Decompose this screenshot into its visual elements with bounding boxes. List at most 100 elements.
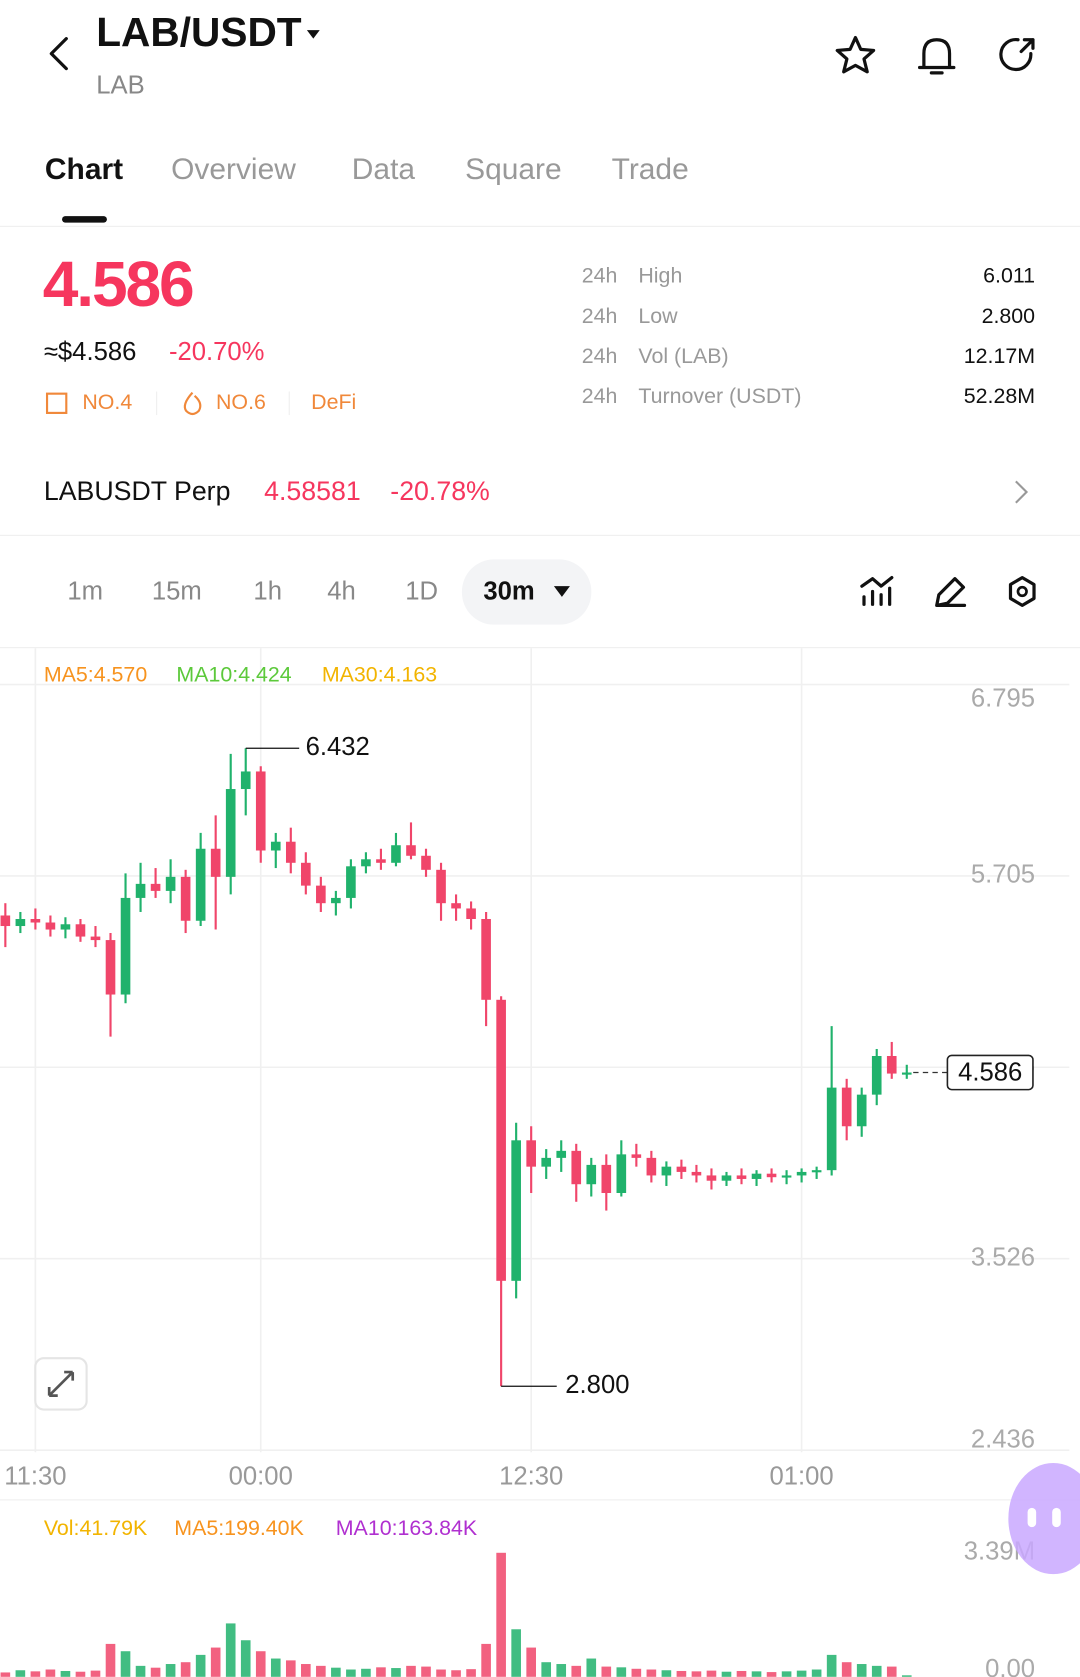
volume-bar [466, 1669, 476, 1677]
indicator-label: MA5:199.40K [174, 1516, 304, 1540]
y-tick-label: 3.526 [971, 1243, 1035, 1271]
volume-bar [496, 1552, 506, 1677]
rank-icon [45, 392, 68, 414]
divider [0, 534, 1080, 536]
candle-body [781, 1175, 792, 1178]
pair-title[interactable]: LAB/USDT [96, 9, 302, 55]
pair-dropdown[interactable] [306, 30, 320, 39]
volume-bar [90, 1670, 101, 1677]
candle-body [901, 1072, 912, 1075]
volume-bar [15, 1670, 26, 1677]
volume-bar [0, 1672, 11, 1677]
volume-bar [285, 1660, 296, 1677]
candle-body [511, 1140, 521, 1281]
volume-bar [165, 1664, 176, 1677]
candle-body [240, 771, 251, 790]
volume-bar [601, 1666, 612, 1677]
candle-body [346, 866, 356, 898]
tab-bar: Chart Overview Data Square Trade [45, 153, 689, 186]
back-button[interactable] [49, 37, 68, 71]
candle-body [30, 919, 41, 923]
divider [0, 1499, 1080, 1501]
badge[interactable]: NO.4 [82, 390, 132, 414]
tab[interactable]: Chart [45, 153, 123, 186]
volume-bar [75, 1671, 86, 1677]
indicator-label: MA10:4.424 [176, 663, 291, 687]
separator [156, 391, 158, 416]
favorite-icon[interactable] [835, 35, 876, 74]
tab[interactable]: Data [352, 153, 416, 186]
divider [0, 647, 1080, 649]
interval[interactable]: 1D [405, 577, 438, 605]
candle-body [120, 897, 131, 995]
interval[interactable]: 1h [253, 577, 282, 605]
perp-chevron[interactable] [1015, 480, 1029, 504]
volume-bar [391, 1668, 401, 1677]
interval[interactable]: 15m [152, 577, 202, 605]
tab[interactable]: Overview [171, 153, 296, 186]
volume-bar [691, 1671, 702, 1677]
candle-body [406, 845, 416, 856]
assistant-bubble[interactable] [1008, 1462, 1080, 1575]
settings-icon[interactable] [1008, 575, 1036, 607]
candle-body [466, 908, 476, 920]
fiat-price: ≈$4.586 [44, 338, 137, 366]
interval-selected[interactable]: 30m [483, 577, 534, 605]
stat-label: Turnover (USDT) [638, 384, 801, 408]
interval-pill[interactable] [461, 559, 592, 625]
candle-body [826, 1087, 837, 1171]
perp-name[interactable]: LABUSDT Perp [44, 476, 231, 506]
volume-bar [736, 1670, 747, 1677]
high-label: 6.432 [306, 733, 370, 761]
volume-bar [766, 1672, 777, 1677]
volume-bar [826, 1654, 837, 1677]
tab[interactable]: Trade [612, 153, 689, 186]
candle-body [496, 999, 506, 1281]
candle-body [165, 876, 176, 891]
settings-icon-center [1016, 585, 1028, 598]
candle-body [751, 1173, 762, 1179]
candle-body [210, 848, 221, 877]
last-price: 4.586 [43, 248, 193, 320]
alert-icon[interactable] [918, 38, 956, 75]
last-price-box [946, 1054, 1034, 1091]
volume-bar [526, 1647, 536, 1677]
interval-dropdown[interactable] [553, 586, 570, 597]
volume-bar [421, 1666, 431, 1677]
volume-bar [270, 1658, 281, 1677]
volume-bar [541, 1662, 552, 1677]
candle-body [556, 1150, 567, 1158]
volume-bar [796, 1670, 807, 1677]
indicator-label: MA5:4.570 [44, 663, 147, 687]
candle-body [451, 903, 461, 909]
x-tick-label: 00:00 [229, 1463, 293, 1491]
assistant-eye [1052, 1507, 1061, 1528]
candle-body [721, 1175, 732, 1181]
candle-body [706, 1175, 717, 1181]
interval[interactable]: 4h [327, 577, 356, 605]
y-tick-label: 5.705 [971, 861, 1035, 889]
draw-icon[interactable] [935, 577, 967, 607]
candle-body [796, 1171, 807, 1176]
share-icon[interactable] [999, 38, 1035, 72]
badge[interactable]: DeFi [311, 390, 356, 414]
volume-bar [406, 1665, 416, 1677]
candle-body [331, 897, 341, 904]
base-asset: LAB [96, 72, 145, 100]
indicator-icon[interactable] [860, 575, 894, 606]
badge[interactable]: NO.6 [216, 390, 266, 414]
volume-bar [150, 1667, 161, 1677]
stat-label: Low [638, 304, 678, 328]
tab[interactable]: Square [465, 153, 562, 186]
volume-bar [301, 1664, 311, 1677]
candle-body [75, 924, 86, 937]
volume-bar [901, 1675, 912, 1677]
volume-bar [120, 1651, 131, 1677]
volume-bar [436, 1669, 446, 1677]
interval[interactable]: 1m [67, 577, 103, 605]
stat-period: 24h [582, 344, 618, 368]
volume-bar [586, 1658, 597, 1677]
volume-bar [135, 1665, 146, 1677]
candle-body [150, 883, 161, 891]
